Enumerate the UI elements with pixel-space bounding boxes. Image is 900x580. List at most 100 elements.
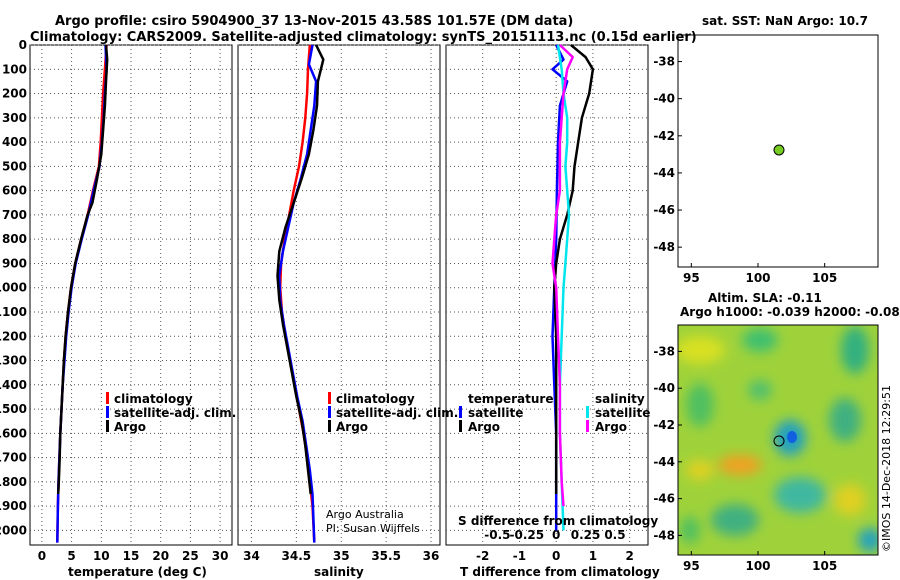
x-tick-label: 0: [38, 549, 46, 563]
x-tick-label: -1: [513, 549, 526, 563]
x-tick-label: 25: [182, 549, 199, 563]
credit-line-1: Argo Australia: [326, 508, 404, 521]
depth-tick-label: 1200: [0, 329, 27, 343]
map-y-tick-label: -42: [653, 129, 675, 143]
salinity-legend: climatology satellite-adj. clim. Argo: [328, 392, 458, 434]
salinity-xlabel: salinity: [314, 565, 364, 579]
x-tick-label: 5: [67, 549, 75, 563]
title-line-2: Climatology: CARS2009. Satellite-adjuste…: [30, 30, 697, 45]
map-y-tick-label: -38: [653, 344, 675, 358]
legend-swatch-satellite: [328, 406, 331, 418]
argo-location-marker: [773, 435, 785, 447]
bottom-map-ticks: 95 100 105 -38 -40 -42 -44 -46 -48: [653, 344, 837, 573]
legend-swatch-climatology: [106, 392, 109, 404]
bottom-map-title-2: Argo h1000: -0.039 h2000: -0.084: [680, 305, 900, 319]
map-y-tick-label: -44: [653, 455, 675, 469]
depth-tick-label: 0: [19, 38, 27, 52]
s-diff-tick-label: 0.5: [604, 528, 625, 542]
x-tick-label: 35.5: [371, 549, 401, 563]
x-tick-label: 36: [423, 549, 440, 563]
legend-label-climatology: climatology: [114, 392, 193, 406]
map-y-tick-label: -46: [653, 492, 675, 506]
x-tick-label: 0: [552, 549, 560, 563]
depth-tick-label: 700: [2, 208, 27, 222]
depth-tick-label: 1600: [0, 426, 27, 440]
map-y-tick-label: -44: [653, 166, 675, 180]
x-tick-label: 34.5: [282, 549, 312, 563]
legend-swatch-argo: [328, 420, 331, 432]
temperature-legend: climatology satellite-adj. clim. Argo: [106, 392, 236, 434]
map-x-tick-label: 100: [745, 559, 770, 573]
series-line-salinity-argo: [551, 44, 574, 507]
legend-swatch-s-argo: [586, 420, 589, 432]
depth-tick-label: 900: [2, 256, 27, 270]
sla-heatmap: [678, 325, 878, 555]
difference-x-ticks: -2 -1 0 1 2 -0.5-0.25 0 0.25 0.5: [476, 528, 634, 563]
legend-label-t-argo: Argo: [468, 420, 500, 434]
top-map-frame: [677, 34, 879, 268]
x-tick-label: 1: [589, 549, 597, 563]
map-x-tick-label: 95: [683, 271, 700, 285]
series-line-climatology: [56, 44, 108, 543]
depth-tick-label: 300: [2, 111, 27, 125]
map-y-tick-label: -40: [653, 92, 675, 106]
x-tick-label: 35: [333, 549, 350, 563]
profile-lines: [56, 44, 595, 543]
title-line-1: Argo profile: csiro 5904900_37 13-Nov-20…: [55, 14, 574, 29]
bottom-map-title-1: Altim. SLA: -0.11: [708, 291, 822, 305]
depth-tick-label: 500: [2, 159, 27, 173]
grid-lines: [30, 44, 648, 545]
legend-salinity-title: salinity: [595, 392, 645, 406]
map-x-tick-label: 105: [812, 559, 837, 573]
x-tick-label: 20: [152, 549, 169, 563]
legend-label-satellite: satellite-adj. clim.: [336, 406, 458, 420]
difference-legend: temperature satellite Argo salinity sate…: [459, 392, 650, 434]
x-tick-label: 15: [123, 549, 140, 563]
salinity-x-ticks: 34 34.5 35 35.5 36: [243, 549, 439, 563]
temperature-x-ticks: 0 5 10 15 20 25 30: [38, 549, 229, 563]
depth-tick-label: 600: [2, 184, 27, 198]
imos-watermark: ©IMOS 14-Dec-2018 12:29:51: [880, 385, 893, 552]
map-x-tick-label: 100: [745, 271, 770, 285]
legend-label-argo: Argo: [336, 420, 368, 434]
legend-label-s-satellite: satellite: [595, 406, 650, 420]
s-diff-tick-label: -0.25: [510, 528, 545, 542]
depth-tick-label: 100: [2, 62, 27, 76]
bottom-map-frame: [677, 324, 879, 556]
series-line-satellite-adj-clim-: [56, 44, 108, 543]
map-y-tick-label: -38: [653, 55, 675, 69]
legend-temperature-title: temperature: [468, 392, 553, 406]
legend-swatch-argo: [106, 420, 109, 432]
map-y-tick-label: -48: [653, 240, 675, 254]
x-tick-label: 30: [212, 549, 229, 563]
argo-location-dot: [773, 144, 785, 156]
legend-label-s-argo: Argo: [595, 420, 627, 434]
depth-tick-label: 400: [2, 135, 27, 149]
credit-line-2: PI: Susan Wijffels: [326, 522, 420, 535]
depth-tick-label: 1500: [0, 402, 27, 416]
map-y-tick-label: -46: [653, 203, 675, 217]
legend-swatch-t-satellite: [459, 406, 462, 418]
legend-swatch-s-satellite: [586, 406, 589, 418]
difference-panel-frame: [445, 44, 649, 546]
map-y-tick-label: -42: [653, 418, 675, 432]
legend-label-climatology: climatology: [336, 392, 415, 406]
x-tick-label: -2: [476, 549, 489, 563]
series-line-argo: [276, 44, 325, 495]
legend-swatch-t-argo: [459, 420, 462, 432]
x-tick-label: 2: [625, 549, 633, 563]
salinity-panel-frame: [237, 44, 441, 546]
temperature-xlabel: temperature (deg C): [68, 565, 207, 579]
series-line-argo: [56, 44, 109, 495]
series-line-temperature-argo: [553, 44, 595, 494]
depth-tick-label: 1900: [0, 499, 27, 513]
series-line-satellite-adj-clim-: [278, 44, 318, 543]
legend-label-satellite: satellite-adj. clim.: [114, 406, 236, 420]
s-diff-tick-label: 0.25: [571, 528, 601, 542]
depth-tick-label: 1700: [0, 451, 27, 465]
depth-tick-label: 1000: [0, 281, 27, 295]
depth-tick-label: 1300: [0, 354, 27, 368]
depth-tick-label: 1400: [0, 378, 27, 392]
depth-tick-label: 200: [2, 87, 27, 101]
depth-tick-label: 2000: [0, 523, 27, 537]
